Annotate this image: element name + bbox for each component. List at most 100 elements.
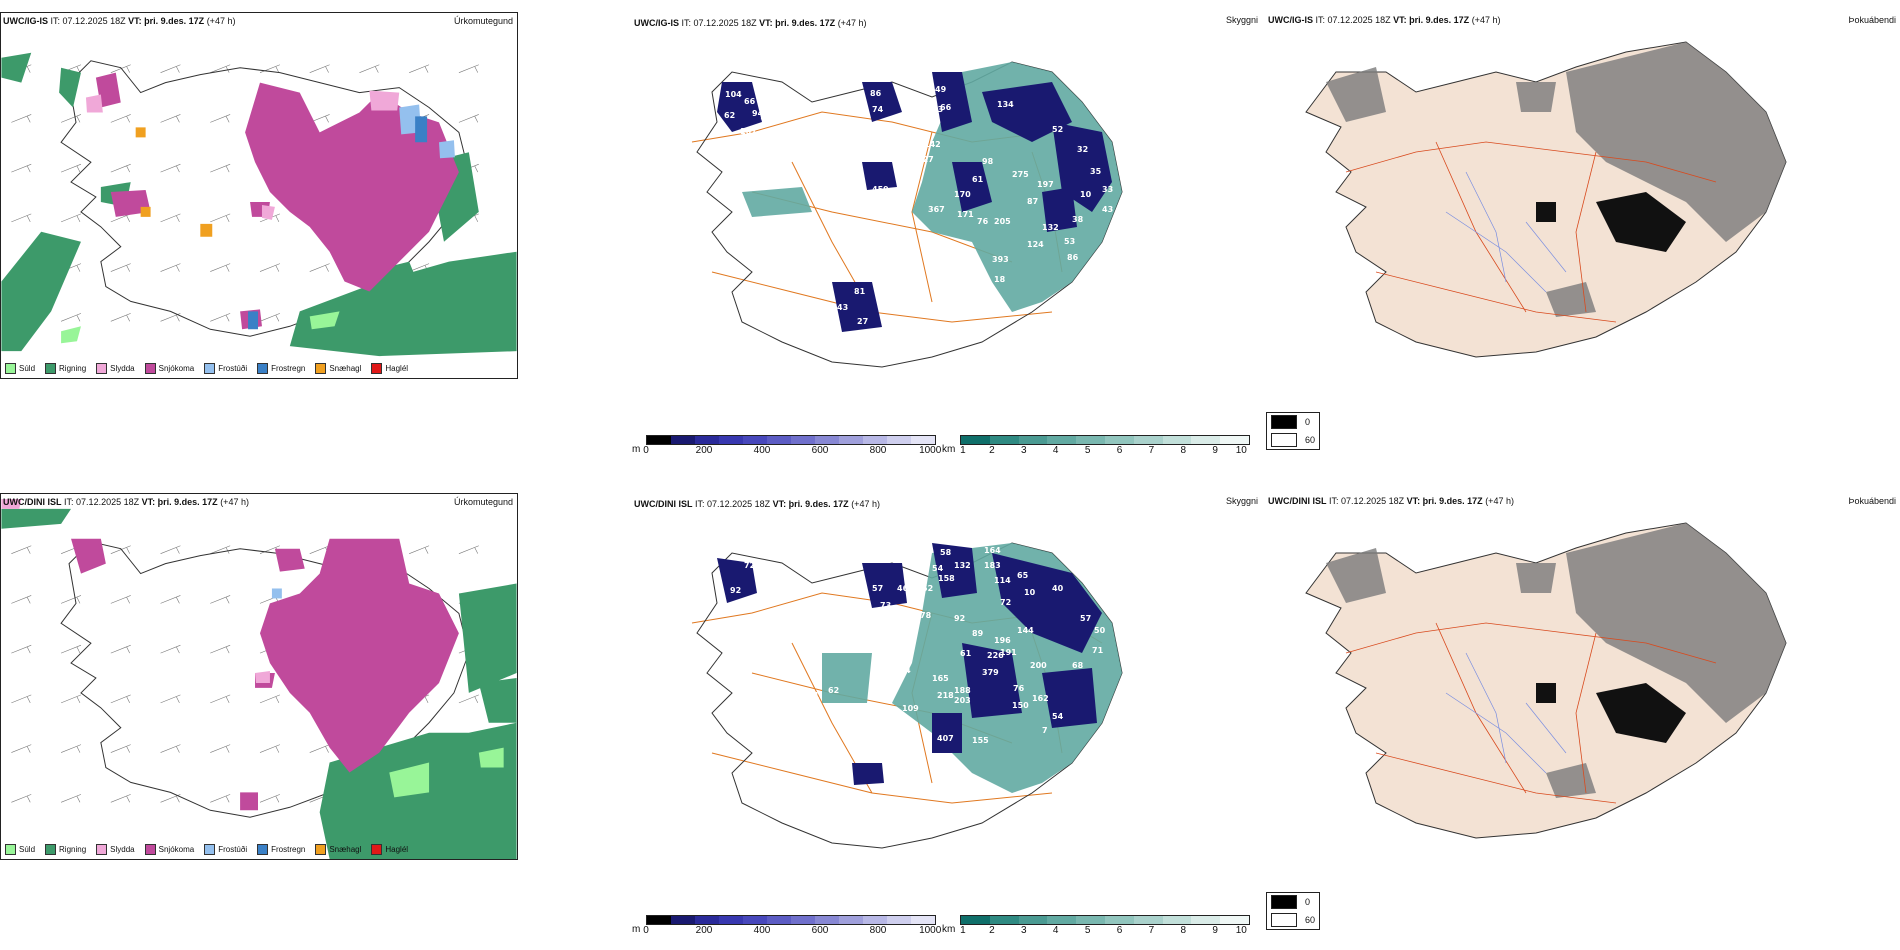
svg-text:379: 379: [982, 668, 999, 677]
visibility-colorbar-ramp: [960, 915, 1250, 925]
svg-text:155: 155: [972, 736, 989, 745]
svg-text:110: 110: [854, 866, 871, 875]
panel-header: UWC/DINI ISL IT: 07.12.2025 18Z VT: þri.…: [1268, 496, 1514, 506]
visibility-unit: km: [942, 444, 956, 455]
svg-text:27: 27: [857, 317, 868, 326]
iceland-coastline: [696, 61, 1123, 368]
svg-text:57: 57: [872, 584, 883, 593]
terrain-colorbar: m 0 200 400 600 800 1000: [632, 435, 942, 457]
svg-text:83: 83: [932, 105, 943, 114]
precip-freezing-drizzle-area: [399, 104, 455, 159]
svg-text:83: 83: [912, 598, 923, 607]
panel-header: UWC/IG-IS IT: 07.12.2025 18Z VT: þri. 9.…: [1268, 15, 1501, 25]
svg-text:367: 367: [928, 205, 945, 214]
svg-text:134: 134: [997, 100, 1014, 109]
terrain-unit: m: [632, 924, 641, 935]
svg-text:94: 94: [752, 109, 764, 118]
svg-text:38: 38: [1072, 215, 1084, 224]
svg-text:142: 142: [924, 140, 941, 149]
svg-text:92: 92: [954, 614, 965, 623]
river-network: [1445, 652, 1567, 774]
svg-text:32: 32: [1077, 145, 1088, 154]
svg-text:132: 132: [954, 561, 971, 570]
svg-text:57: 57: [1080, 614, 1091, 623]
svg-text:127: 127: [917, 155, 934, 164]
fog-indicator-dense: [1536, 683, 1686, 743]
svg-text:72: 72: [744, 561, 755, 570]
svg-text:62: 62: [828, 686, 839, 695]
svg-text:171: 171: [957, 210, 974, 219]
svg-text:144: 144: [1017, 626, 1034, 635]
svg-text:197: 197: [1037, 180, 1054, 189]
visibility-map: 104 66 94 62 10 107 9 86 49 83 74 78 115…: [691, 61, 1123, 368]
svg-text:33: 33: [1102, 185, 1113, 194]
svg-text:68: 68: [1072, 661, 1084, 670]
visibility-colorbar: km 1 2 3 4 5 6 7 8 9 10: [942, 435, 1250, 457]
svg-text:98: 98: [982, 157, 994, 166]
panel-type-label: Úrkomutegund: [453, 16, 513, 26]
precip-freezing-drizzle-area: [271, 588, 282, 599]
svg-text:191: 191: [1000, 648, 1017, 657]
svg-text:165: 165: [932, 674, 949, 683]
svg-text:62: 62: [724, 111, 735, 120]
precip-type-panel-row2: UWC/DINI ISL IT: 07.12.2025 18Z VT: þri.…: [0, 493, 518, 860]
svg-text:50: 50: [1094, 626, 1106, 635]
svg-text:7: 7: [1042, 726, 1048, 735]
road-network: [1345, 141, 1717, 323]
visibility-panel-row2: 72 92 57 73 69 46 83 78 52 54 58 132 158…: [632, 493, 1252, 943]
precip-rain-area: [1, 52, 517, 357]
terrain-colorbar: m 0 200 400 600 800 1000: [632, 915, 941, 937]
terrain-ticks: 0 200 400 600 800 1000: [643, 445, 942, 456]
visibility-panel-row1: 104 66 94 62 10 107 9 86 49 83 74 78 115…: [632, 12, 1252, 458]
elevation-peak-labels: 104 66 94 62 10 107 9 86 49 83 74 78 115…: [724, 85, 1113, 326]
svg-text:54: 54: [1052, 712, 1064, 721]
svg-text:65: 65: [1017, 571, 1029, 580]
svg-text:150: 150: [1012, 701, 1029, 710]
svg-text:66: 66: [744, 97, 756, 106]
visibility-header-row1: UWC/IG-IS IT: 07.12.2025 18Z VT: þri. 9.…: [634, 18, 867, 28]
fog-panel-row1: UWC/IG-IS IT: 07.12.2025 18Z VT: þri. 9.…: [1266, 12, 1900, 402]
fog-indicator-map: [1305, 522, 1787, 839]
svg-text:61: 61: [972, 175, 984, 184]
svg-text:104: 104: [725, 90, 742, 99]
svg-text:107: 107: [740, 127, 757, 136]
svg-text:40: 40: [1052, 584, 1064, 593]
svg-text:162: 162: [1032, 694, 1049, 703]
svg-text:72: 72: [1000, 598, 1011, 607]
svg-text:196: 196: [994, 636, 1011, 645]
svg-text:76: 76: [1013, 684, 1025, 693]
river-network: [1445, 171, 1567, 293]
fog-indicator-gray: [1326, 523, 1786, 798]
svg-text:86: 86: [1067, 253, 1079, 262]
svg-text:81: 81: [854, 287, 866, 296]
svg-text:89: 89: [972, 629, 984, 638]
precip-drizzle-area: [389, 747, 504, 798]
svg-text:164: 164: [984, 546, 1001, 555]
svg-text:58: 58: [940, 548, 952, 557]
svg-text:275: 275: [1012, 170, 1029, 179]
precip-snow-pellet-area: [135, 127, 213, 237]
fog-indicator-gray: [1326, 42, 1786, 317]
svg-text:114: 114: [994, 576, 1011, 585]
svg-text:54: 54: [932, 564, 944, 573]
visibility-map: 72 92 57 73 69 46 83 78 52 54 58 132 158…: [691, 542, 1123, 875]
svg-text:170: 170: [954, 190, 971, 199]
svg-text:132: 132: [1042, 223, 1059, 232]
precip-sleet-area: [1, 498, 270, 683]
precip-rain-area: [1, 508, 517, 859]
terrain-colorbar-ramp: [646, 915, 936, 925]
terrain-unit: m: [632, 444, 641, 455]
fog-indicator-map: [1305, 41, 1787, 358]
svg-text:109: 109: [902, 704, 919, 713]
visibility-type-label: Skyggni: [1226, 15, 1259, 25]
svg-text:76: 76: [977, 217, 989, 226]
svg-text:56: 56: [872, 207, 884, 216]
svg-text:53: 53: [1064, 237, 1075, 246]
panel-type-label: Þokuábendi: [1848, 15, 1896, 25]
panel-type-label: Úrkomutegund: [453, 497, 513, 507]
precip-type-legend: Súld Rigning Slydda Snjókoma Frostúði Fr…: [5, 844, 408, 855]
precip-type-legend: Súld Rigning Slydda Snjókoma Frostúði Fr…: [5, 363, 408, 374]
svg-text:459: 459: [872, 185, 889, 194]
terrain-high: [717, 543, 1102, 785]
visibility-header-row2: UWC/DINI ISL IT: 07.12.2025 18Z VT: þri.…: [634, 499, 880, 509]
